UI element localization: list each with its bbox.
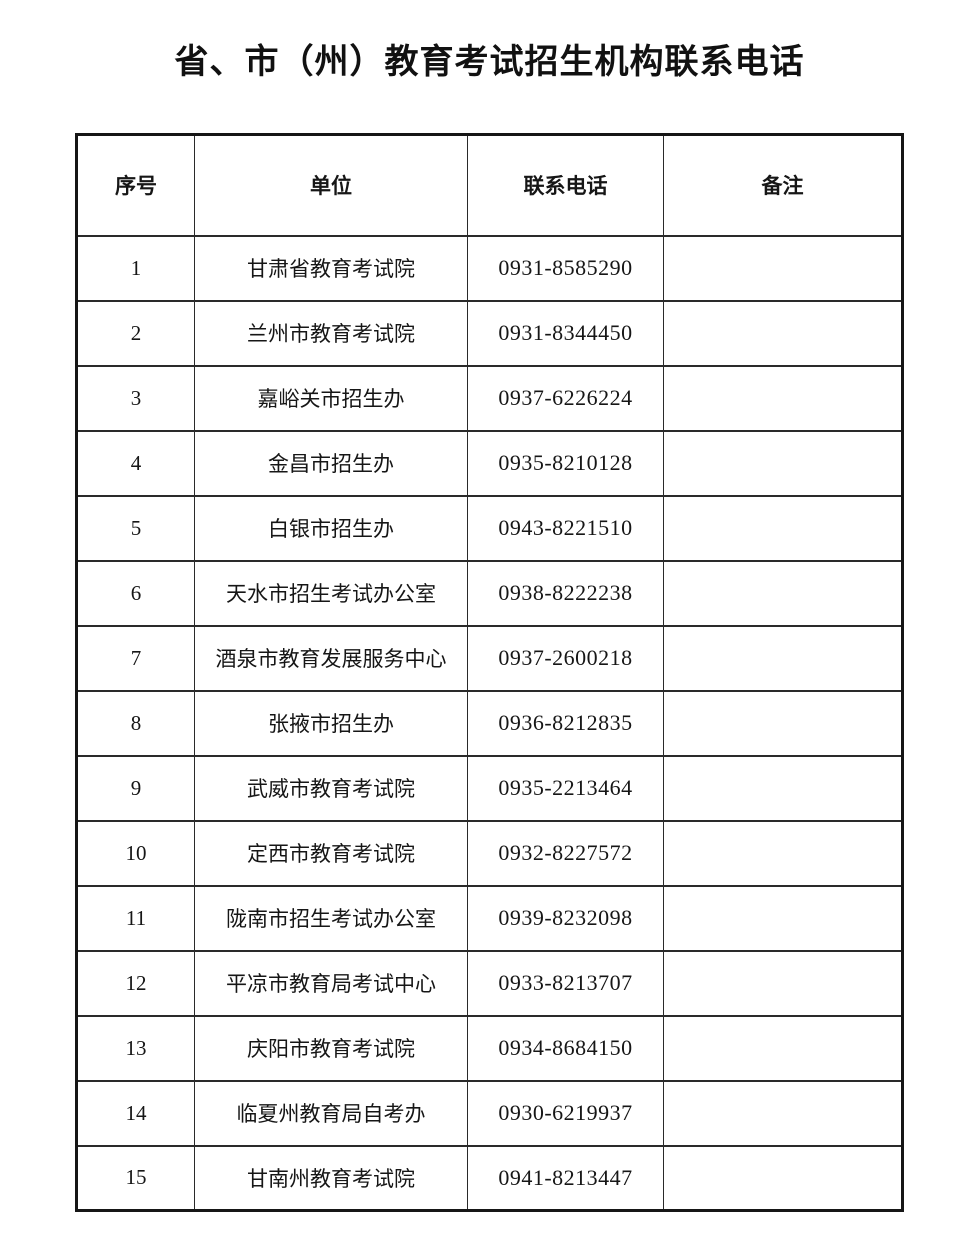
cell-unit: 酒泉市教育发展服务中心 <box>194 624 468 692</box>
table-row: 9 武威市教育考试院 0935-2213464 <box>76 754 903 822</box>
cell-remark <box>663 299 903 367</box>
cell-phone: 0937-2600218 <box>467 624 664 692</box>
cell-unit: 定西市教育考试院 <box>194 819 468 887</box>
cell-no: 3 <box>76 364 195 432</box>
cell-remark <box>663 884 903 952</box>
table-row: 11 陇南市招生考试办公室 0939-8232098 <box>76 884 903 952</box>
table-row: 10 定西市教育考试院 0932-8227572 <box>76 819 903 887</box>
cell-phone: 0935-2213464 <box>467 754 664 822</box>
cell-phone: 0939-8232098 <box>467 884 664 952</box>
cell-no: 6 <box>76 559 195 627</box>
cell-phone: 0937-6226224 <box>467 364 664 432</box>
cell-remark <box>663 1079 903 1147</box>
table-row: 12 平凉市教育局考试中心 0933-8213707 <box>76 949 903 1017</box>
cell-no: 4 <box>76 429 195 497</box>
cell-no: 5 <box>76 494 195 562</box>
header-cell-remark: 备注 <box>663 133 903 237</box>
cell-phone: 0932-8227572 <box>467 819 664 887</box>
header-cell-no: 序号 <box>76 133 195 237</box>
cell-phone: 0943-8221510 <box>467 494 664 562</box>
cell-unit: 庆阳市教育考试院 <box>194 1014 468 1082</box>
cell-phone: 0934-8684150 <box>467 1014 664 1082</box>
cell-unit: 武威市教育考试院 <box>194 754 468 822</box>
cell-phone: 0936-8212835 <box>467 689 664 757</box>
table-row: 14 临夏州教育局自考办 0930-6219937 <box>76 1079 903 1147</box>
table-row: 2 兰州市教育考试院 0931-8344450 <box>76 299 903 367</box>
cell-remark <box>663 429 903 497</box>
cell-no: 10 <box>76 819 195 887</box>
header-cell-unit: 单位 <box>194 133 468 237</box>
contacts-table: 序号 单位 联系电话 备注 1 甘肃省教育考试院 0931-8585290 2 … <box>75 133 904 1213</box>
cell-phone: 0931-8585290 <box>467 234 664 302</box>
cell-unit: 甘南州教育考试院 <box>194 1144 468 1212</box>
cell-phone: 0938-8222238 <box>467 559 664 627</box>
cell-remark <box>663 559 903 627</box>
cell-no: 1 <box>76 234 195 302</box>
cell-remark <box>663 234 903 302</box>
cell-no: 2 <box>76 299 195 367</box>
cell-unit: 平凉市教育局考试中心 <box>194 949 468 1017</box>
cell-no: 15 <box>76 1144 195 1212</box>
cell-remark <box>663 754 903 822</box>
cell-phone: 0931-8344450 <box>467 299 664 367</box>
cell-remark <box>663 364 903 432</box>
cell-unit: 金昌市招生办 <box>194 429 468 497</box>
cell-no: 14 <box>76 1079 195 1147</box>
cell-remark <box>663 689 903 757</box>
page-title: 省、市（州）教育考试招生机构联系电话 <box>174 44 805 81</box>
table-row: 13 庆阳市教育考试院 0934-8684150 <box>76 1014 903 1082</box>
table-row: 3 嘉峪关市招生办 0937-6226224 <box>76 364 903 432</box>
table-row: 4 金昌市招生办 0935-8210128 <box>76 429 903 497</box>
table-row: 7 酒泉市教育发展服务中心 0937-2600218 <box>76 624 903 692</box>
header-row: 序号 单位 联系电话 备注 <box>76 133 903 237</box>
cell-remark <box>663 624 903 692</box>
table-row: 1 甘肃省教育考试院 0931-8585290 <box>76 234 903 302</box>
cell-no: 7 <box>76 624 195 692</box>
table-row: 8 张掖市招生办 0936-8212835 <box>76 689 903 757</box>
cell-unit: 兰州市教育考试院 <box>194 299 468 367</box>
cell-no: 11 <box>76 884 195 952</box>
cell-remark <box>663 1144 903 1212</box>
cell-unit: 嘉峪关市招生办 <box>194 364 468 432</box>
table-row: 15 甘南州教育考试院 0941-8213447 <box>76 1144 903 1212</box>
cell-remark <box>663 819 903 887</box>
cell-unit: 白银市招生办 <box>194 494 468 562</box>
cell-remark <box>663 949 903 1017</box>
cell-unit: 甘肃省教育考试院 <box>194 234 468 302</box>
cell-phone: 0930-6219937 <box>467 1079 664 1147</box>
cell-no: 13 <box>76 1014 195 1082</box>
cell-no: 8 <box>76 689 195 757</box>
cell-unit: 陇南市招生考试办公室 <box>194 884 468 952</box>
cell-phone: 0935-8210128 <box>467 429 664 497</box>
cell-unit: 天水市招生考试办公室 <box>194 559 468 627</box>
header-cell-phone: 联系电话 <box>467 133 664 237</box>
table-row: 6 天水市招生考试办公室 0938-8222238 <box>76 559 903 627</box>
cell-phone: 0941-8213447 <box>467 1144 664 1212</box>
cell-phone: 0933-8213707 <box>467 949 664 1017</box>
cell-unit: 临夏州教育局自考办 <box>194 1079 468 1147</box>
cell-remark <box>663 1014 903 1082</box>
table-row: 5 白银市招生办 0943-8221510 <box>76 494 903 562</box>
cell-unit: 张掖市招生办 <box>194 689 468 757</box>
cell-no: 12 <box>76 949 195 1017</box>
cell-remark <box>663 494 903 562</box>
cell-no: 9 <box>76 754 195 822</box>
